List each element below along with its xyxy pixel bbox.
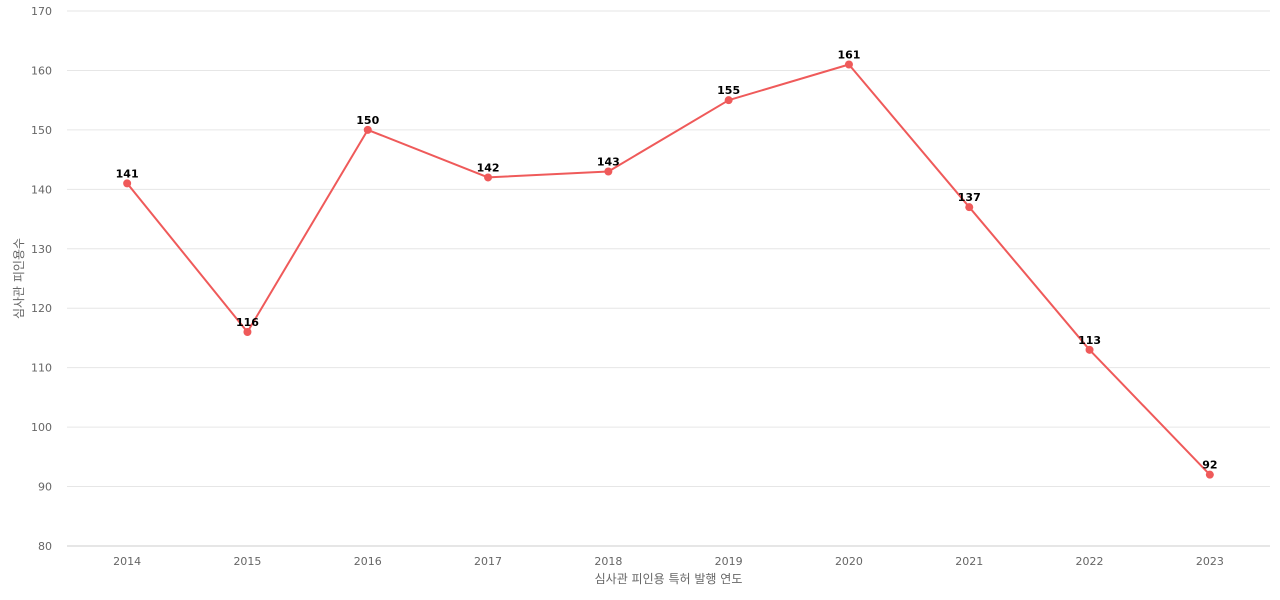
data-label: 142 — [477, 161, 500, 174]
data-label: 150 — [356, 114, 379, 127]
series-line — [126, 63, 1211, 476]
data-label: 92 — [1202, 459, 1217, 472]
x-tick-label: 2023 — [1196, 555, 1224, 568]
x-tick-label: 2022 — [1076, 555, 1104, 568]
x-tick-label: 2015 — [233, 555, 261, 568]
data-label: 113 — [1078, 334, 1101, 347]
data-point[interactable] — [724, 96, 733, 105]
data-label: 143 — [597, 156, 620, 169]
y-axis-ticks: 80 90 100 110 120 130 140 150 160 170 — [31, 5, 52, 553]
y-tick-label: 110 — [31, 362, 52, 375]
y-tick-label: 160 — [31, 64, 52, 77]
data-label: 161 — [837, 49, 860, 62]
y-tick-label: 120 — [31, 302, 52, 315]
data-point[interactable] — [965, 203, 974, 212]
y-tick-label: 130 — [31, 243, 52, 256]
data-points — [123, 60, 1214, 479]
y-tick-label: 150 — [31, 124, 52, 137]
x-tick-label: 2017 — [474, 555, 502, 568]
data-point[interactable] — [604, 167, 613, 176]
x-axis-ticks: 2014 2015 2016 2017 2018 2019 2020 2021 2022 2023 — [113, 555, 1224, 568]
y-tick-label: 90 — [38, 481, 52, 494]
data-point[interactable] — [363, 125, 372, 134]
grid-lines — [67, 10, 1270, 547]
y-tick-label: 140 — [31, 183, 52, 196]
series-line — [126, 63, 1211, 476]
x-tick-label: 2020 — [835, 555, 863, 568]
x-tick-label: 2016 — [354, 555, 382, 568]
data-label: 116 — [236, 316, 259, 329]
y-tick-label: 100 — [31, 421, 52, 434]
data-label: 141 — [116, 167, 139, 180]
data-point[interactable] — [844, 60, 853, 69]
data-point[interactable] — [484, 173, 493, 182]
data-point[interactable] — [243, 328, 252, 336]
data-point[interactable] — [123, 179, 132, 188]
data-labels: 141 116 150 142 143 155 161 137 113 92 — [116, 49, 1218, 472]
data-point[interactable] — [1205, 470, 1214, 479]
data-point[interactable] — [1085, 345, 1094, 354]
x-tick-label: 2014 — [113, 555, 141, 568]
data-label: 137 — [958, 191, 981, 204]
x-tick-label: 2021 — [955, 555, 983, 568]
x-tick-label: 2018 — [594, 555, 622, 568]
x-axis-title: 심사관 피인용 특허 발행 연도 — [595, 571, 743, 586]
y-axis-title: 심사관 피인용수 — [12, 238, 26, 319]
x-tick-label: 2019 — [715, 555, 743, 568]
data-label: 155 — [717, 84, 740, 97]
y-tick-label: 170 — [31, 5, 52, 18]
y-tick-label: 80 — [38, 540, 52, 553]
